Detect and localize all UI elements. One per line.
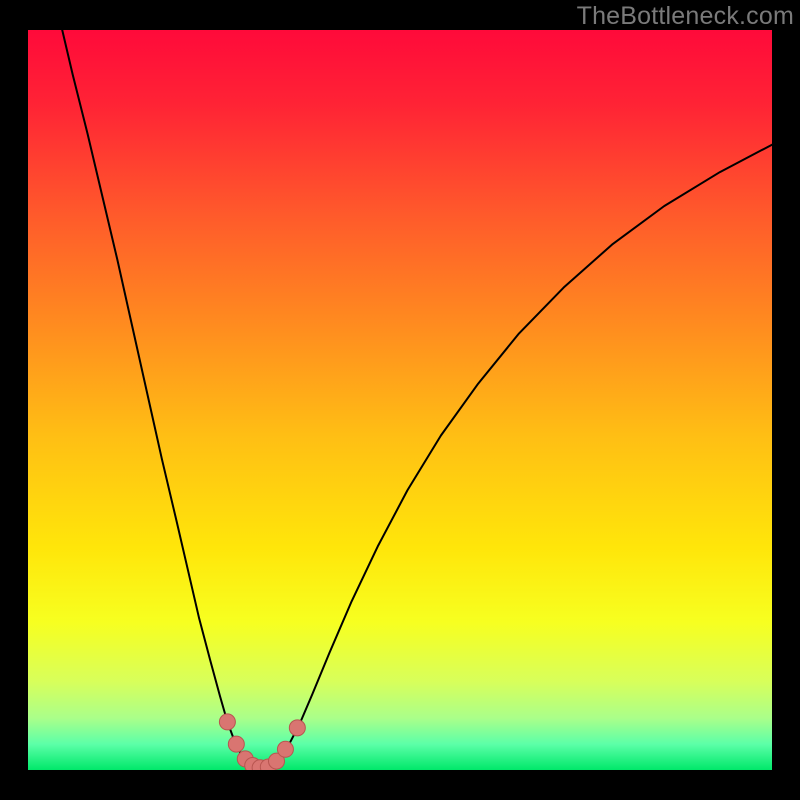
data-marker bbox=[289, 720, 305, 736]
data-marker bbox=[277, 741, 293, 757]
marker-group bbox=[219, 714, 305, 770]
data-marker bbox=[219, 714, 235, 730]
plot-area bbox=[28, 30, 772, 770]
chart-container: TheBottleneck.com bbox=[0, 0, 800, 800]
data-marker bbox=[228, 736, 244, 752]
chart-svg bbox=[28, 30, 772, 770]
bottleneck-curve bbox=[62, 30, 772, 769]
watermark-text: TheBottleneck.com bbox=[577, 2, 794, 31]
